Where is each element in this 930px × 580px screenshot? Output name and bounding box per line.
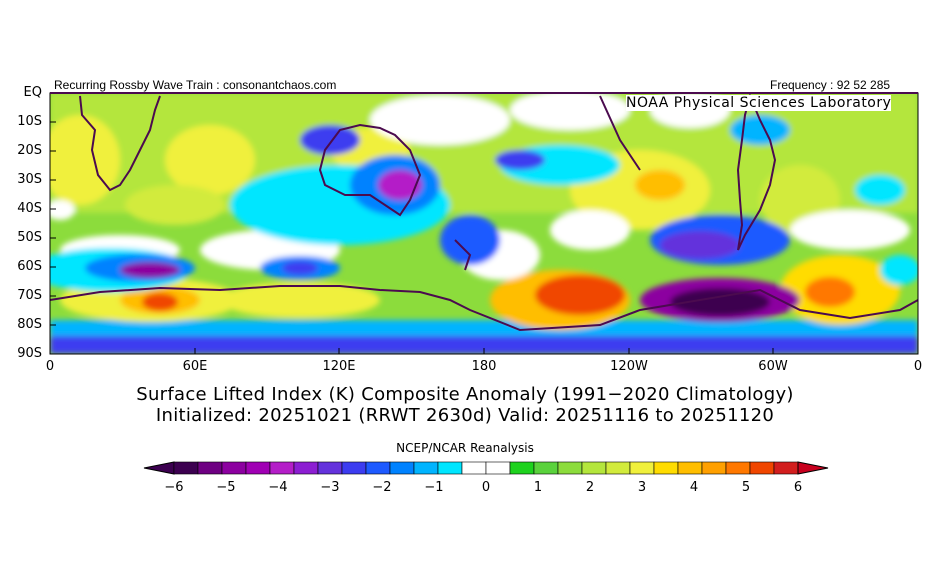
- lat-label-20s: 20S: [17, 143, 42, 158]
- colorbar-swatch: [581, 461, 607, 475]
- colorbar-low-arrow: [143, 461, 175, 475]
- lat-label-10s: 10S: [17, 114, 42, 129]
- colorbar-label: 0: [481, 480, 491, 495]
- colorbar-label: −6: [164, 480, 184, 495]
- source-label: NCEP/NCAR Reanalysis: [396, 441, 534, 455]
- colorbar-label: −4: [268, 480, 288, 495]
- header-left-text: Recurring Rossby Wave Train : consonantc…: [54, 78, 337, 92]
- colorbar-high-arrow: [797, 461, 829, 475]
- colorbar-label: −2: [372, 480, 392, 495]
- colorbar-swatch: [245, 461, 271, 475]
- colorbar-swatch: [461, 461, 487, 475]
- lat-label-90s: 90S: [17, 346, 42, 361]
- colorbar-swatch: [749, 461, 775, 475]
- colorbar-swatch: [629, 461, 655, 475]
- colorbar-label: −3: [320, 480, 340, 495]
- colorbar-label: 6: [793, 480, 803, 495]
- lab-label: NOAA Physical Sciences Laboratory: [626, 95, 892, 111]
- lat-label-30s: 30S: [17, 172, 42, 187]
- colorbar-label: −1: [424, 480, 444, 495]
- lat-label-80s: 80S: [17, 317, 42, 332]
- colorbar-swatch: [221, 461, 247, 475]
- colorbar: [143, 461, 829, 475]
- title-line-2: Initialized: 20251021 (RRWT 2630d) Valid…: [155, 405, 775, 426]
- map-ticks: [50, 121, 774, 354]
- lon-label-180: 180: [471, 359, 497, 374]
- colorbar-label: 3: [637, 480, 647, 495]
- coastlines: [50, 93, 918, 332]
- colorbar-swatch: [653, 461, 679, 475]
- colorbar-label: −5: [216, 480, 236, 495]
- colorbar-swatch: [197, 461, 223, 475]
- colorbar-swatch: [437, 461, 463, 475]
- colorbar-swatch: [269, 461, 295, 475]
- colorbar-swatch: [293, 461, 319, 475]
- colorbar-swatch: [317, 461, 343, 475]
- lat-label-eq: EQ: [23, 85, 42, 100]
- colorbar-label: 2: [585, 480, 595, 495]
- colorbar-swatch: [509, 461, 535, 475]
- header-right-text: Frequency : 92 52 285: [770, 78, 891, 92]
- colorbar-swatch: [677, 461, 703, 475]
- lat-label-60s: 60S: [17, 259, 42, 274]
- lat-label-70s: 70S: [17, 288, 42, 303]
- colorbar-label: 1: [533, 480, 543, 495]
- colorbar-swatch: [533, 461, 559, 475]
- title-line-1: Surface Lifted Index (K) Composite Anoma…: [136, 384, 794, 405]
- colorbar-swatch: [701, 461, 727, 475]
- colorbar-swatch: [725, 461, 751, 475]
- colorbar-swatch: [557, 461, 583, 475]
- colorbar-swatch: [365, 461, 391, 475]
- colorbar-label: 5: [741, 480, 751, 495]
- lon-label-120w: 120W: [610, 359, 648, 374]
- lat-label-40s: 40S: [17, 201, 42, 216]
- lon-label-0: 0: [45, 359, 55, 374]
- lat-label-50s: 50S: [17, 230, 42, 245]
- anomaly-field: [50, 93, 918, 354]
- lon-label-0-end: 0: [913, 359, 923, 374]
- lon-label-120e: 120E: [322, 359, 356, 374]
- lon-label-60w: 60W: [758, 359, 788, 374]
- colorbar-swatch: [341, 461, 367, 475]
- colorbar-label: 4: [689, 480, 699, 495]
- colorbar-swatch: [389, 461, 415, 475]
- colorbar-swatch: [485, 461, 511, 475]
- colorbar-swatch: [173, 461, 199, 475]
- colorbar-swatch: [773, 461, 799, 475]
- lon-label-60e: 60E: [182, 359, 208, 374]
- colorbar-swatch: [605, 461, 631, 475]
- colorbar-swatch: [413, 461, 439, 475]
